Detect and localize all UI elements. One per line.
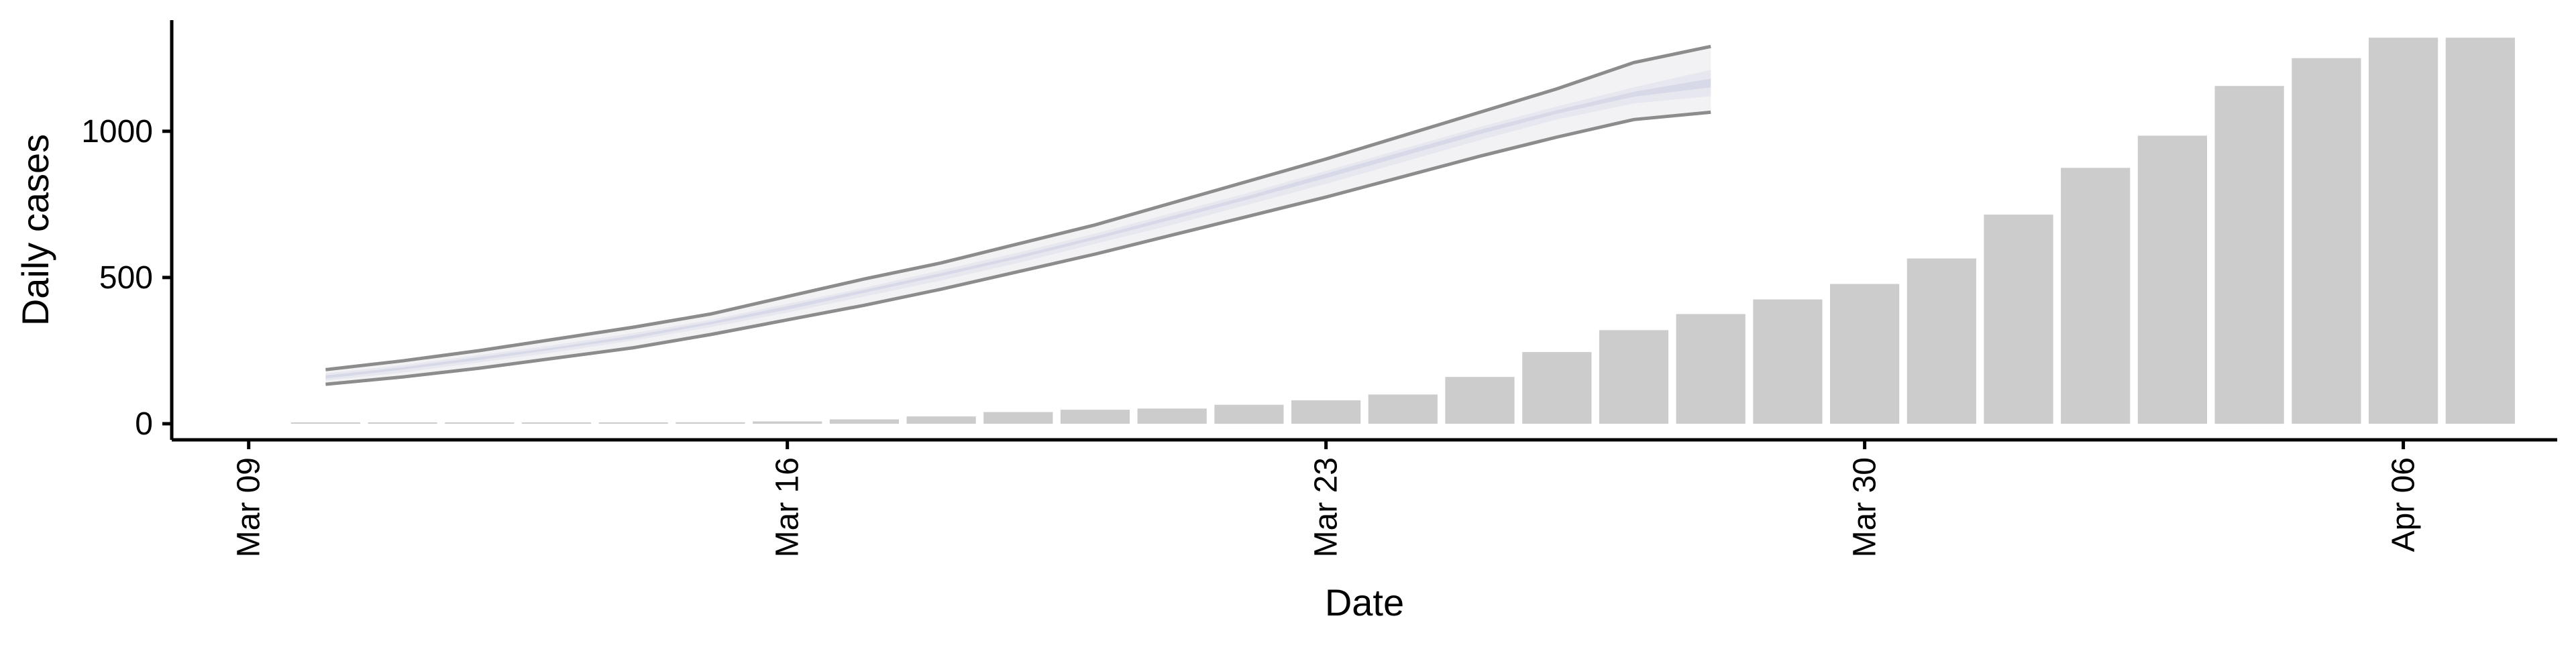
case-bar <box>1676 314 1746 424</box>
case-bar <box>2214 86 2284 424</box>
case-bar <box>2137 135 2207 424</box>
nowcast-band-25 <box>325 78 1711 379</box>
case-bar <box>368 422 437 424</box>
case-bar <box>1984 215 2053 424</box>
case-bar <box>1445 377 1515 424</box>
case-bar <box>829 419 899 424</box>
case-bar <box>1060 410 1130 424</box>
y-axis-title: Daily cases <box>14 134 56 326</box>
case-bar <box>2292 58 2361 424</box>
nowcast-bands <box>325 44 1711 386</box>
nowcast-upper-line <box>325 44 1711 371</box>
case-bar <box>2061 168 2131 424</box>
case-bar <box>1753 299 1823 424</box>
nowcast-lower-line <box>325 110 1711 386</box>
case-bar <box>445 422 515 424</box>
y-axis-ticks: 0 500 1000 <box>81 114 172 442</box>
y-tick-label: 1000 <box>81 114 153 150</box>
x-tick-label: Mar 23 <box>1309 457 1344 557</box>
case-bar <box>1599 330 1669 424</box>
y-tick-label: 500 <box>99 260 153 296</box>
case-bar <box>676 422 745 424</box>
case-bar <box>1907 258 1976 424</box>
x-axis-title: Date <box>1325 581 1404 624</box>
x-tick-label: Apr 06 <box>2386 457 2422 552</box>
x-tick-label: Mar 16 <box>770 457 806 557</box>
nowcast-band-90 <box>325 46 1711 385</box>
case-bar <box>290 422 360 424</box>
axes <box>170 20 2557 442</box>
case-bar <box>2445 38 2515 424</box>
x-axis-ticks: Mar 09 Mar 16 Mar 23 Mar 30 Apr 06 <box>231 440 2422 557</box>
case-bar <box>1137 408 1207 424</box>
case-bar <box>1214 404 1284 424</box>
case-bar <box>983 412 1053 424</box>
x-tick-label: Mar 09 <box>231 457 267 557</box>
case-bars <box>290 38 2515 424</box>
case-bar <box>1830 284 1900 424</box>
case-bar <box>1368 394 1438 424</box>
case-bar <box>521 422 592 424</box>
case-bar <box>1522 352 1592 424</box>
y-tick-label: 0 <box>135 406 153 442</box>
case-bar <box>2369 38 2438 424</box>
case-bar <box>598 422 668 424</box>
x-tick-label: Mar 30 <box>1847 457 1883 557</box>
case-bar <box>1291 400 1361 424</box>
case-bar <box>906 416 976 424</box>
case-bar <box>753 421 822 424</box>
